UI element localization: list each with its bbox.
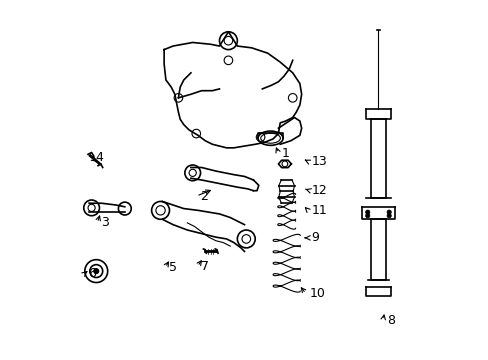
Text: 13: 13 bbox=[311, 155, 327, 168]
Text: 2: 2 bbox=[200, 190, 207, 203]
Text: 8: 8 bbox=[386, 314, 394, 327]
Text: 3: 3 bbox=[101, 216, 108, 229]
Circle shape bbox=[386, 213, 390, 218]
Text: 7: 7 bbox=[201, 260, 208, 273]
Circle shape bbox=[94, 269, 99, 274]
Circle shape bbox=[365, 213, 369, 218]
Circle shape bbox=[386, 210, 390, 214]
Text: 9: 9 bbox=[311, 231, 319, 244]
Text: 10: 10 bbox=[309, 287, 325, 300]
Circle shape bbox=[242, 235, 250, 243]
Text: 11: 11 bbox=[311, 204, 327, 217]
Text: 6: 6 bbox=[88, 267, 96, 280]
Text: 12: 12 bbox=[311, 184, 327, 197]
Text: 4: 4 bbox=[95, 151, 103, 165]
Text: 5: 5 bbox=[168, 261, 176, 274]
Text: 1: 1 bbox=[282, 147, 289, 160]
Circle shape bbox=[365, 210, 369, 214]
